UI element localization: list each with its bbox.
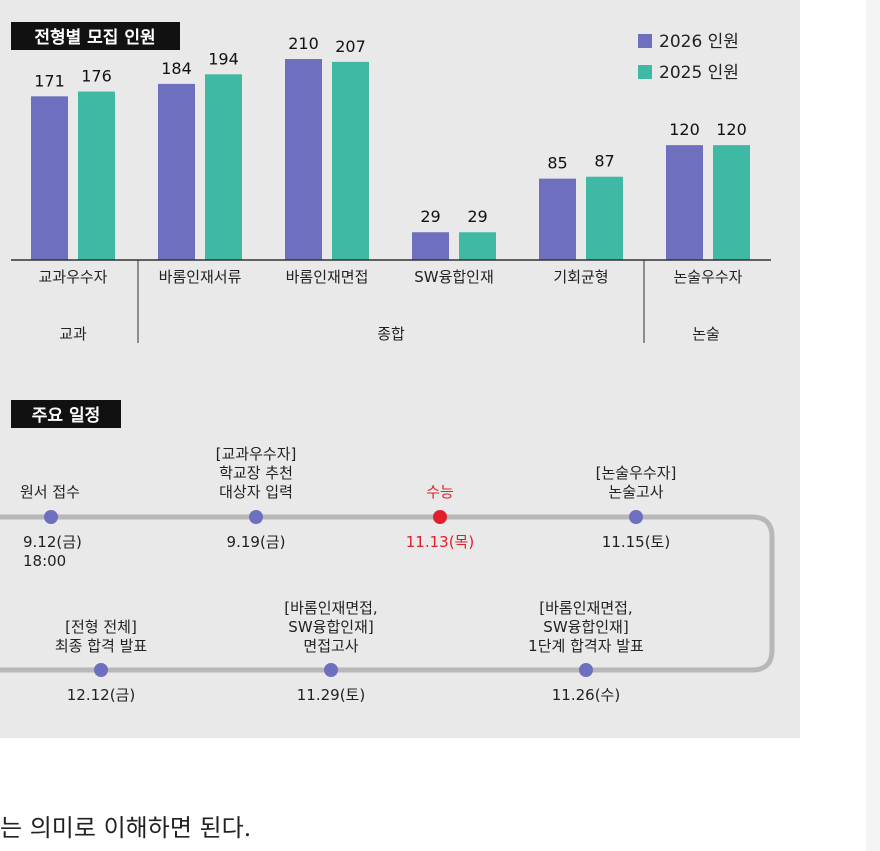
legend-label-2: 2025 인원 [659, 63, 739, 83]
timeline-track [0, 514, 775, 673]
bar-value-2-2: 194 [208, 49, 239, 68]
bar-value-3-1: 210 [288, 34, 319, 53]
legend-swatch-1 [638, 34, 652, 48]
event-date-1-1: 9.12(금) [23, 533, 82, 551]
event-label-2-2: 학교장 추천 [219, 464, 293, 482]
event-label-1-1: 원서 접수 [20, 483, 80, 501]
bar-value-5-2: 87 [594, 152, 614, 171]
bar-value-1-2: 176 [81, 67, 112, 86]
event-dot-5 [579, 663, 593, 677]
event-date-4-1: 11.15(토) [602, 533, 670, 551]
category-label-3: 바롬인재면접 [286, 268, 369, 286]
event-date-3-1: 11.13(목) [406, 533, 474, 551]
event-label-6-1: [바롬인재면접, [284, 599, 377, 617]
bar-value-6-1: 120 [669, 120, 700, 139]
bar-3-1 [285, 59, 322, 260]
article-body-text: 는 의미로 이해하면 된다. [0, 814, 252, 842]
bar-4-2 [459, 232, 496, 260]
event-label-2-3: 대상자 입력 [219, 483, 293, 501]
event-dot-6 [324, 663, 338, 677]
event-date-2-1: 9.19(금) [227, 533, 286, 551]
bar-4-1 [412, 232, 449, 260]
group-label-3: 논술 [692, 325, 720, 343]
event-label-5-3: 1단계 합격자 발표 [528, 637, 644, 655]
bar-2-2 [205, 74, 242, 260]
bar-2-1 [158, 83, 195, 260]
category-label-5: 기회균형 [553, 268, 608, 286]
category-label-6: 논술우수자 [673, 268, 742, 286]
category-label-1: 교과우수자 [38, 268, 107, 286]
event-label-4-2: 논술고사 [608, 483, 663, 501]
event-dot-2 [249, 510, 263, 524]
bar-5-1 [539, 178, 576, 260]
schedule-title: 주요 일정 [32, 406, 100, 426]
bar-6-1 [666, 145, 703, 260]
bar-6-2 [713, 145, 750, 260]
bar-1-1 [31, 96, 68, 260]
bar-value-4-2: 29 [467, 207, 487, 226]
schedule-title-box [11, 400, 121, 428]
bar-1-2 [78, 91, 115, 261]
legend-swatch-2 [638, 65, 652, 79]
event-date-1-2: 18:00 [23, 552, 66, 570]
event-date-5-1: 11.26(수) [552, 686, 620, 704]
event-label-3-1: 수능 [426, 483, 454, 501]
event-label-6-3: 면접고사 [303, 637, 358, 655]
legend-label-1: 2026 인원 [659, 32, 739, 52]
event-dot-1 [44, 510, 58, 524]
bar-value-4-1: 29 [420, 207, 440, 226]
category-label-2: 바롬인재서류 [159, 268, 242, 286]
event-date-7-1: 12.12(금) [67, 686, 135, 704]
scrollbar-track[interactable] [866, 0, 880, 851]
chart-title-box [11, 22, 180, 50]
event-dot-7 [94, 663, 108, 677]
event-label-7-2: 최종 합격 발표 [55, 637, 148, 655]
group-label-1: 교과 [59, 325, 87, 343]
bar-value-6-2: 120 [716, 120, 747, 139]
event-label-4-1: [논술우수자] [596, 464, 677, 482]
bar-3-2 [332, 61, 369, 260]
bar-value-2-1: 184 [161, 59, 192, 78]
event-label-6-2: SW융합인재] [288, 618, 373, 636]
event-dot-3 [433, 510, 447, 524]
event-label-2-1: [교과우수자] [216, 445, 297, 463]
event-label-5-1: [바롬인재면접, [539, 599, 632, 617]
infographic-panel [0, 0, 800, 738]
event-date-6-1: 11.29(토) [297, 686, 365, 704]
event-label-7-1: [전형 전체] [65, 618, 137, 636]
bar-value-1-1: 171 [34, 71, 65, 90]
event-dot-4 [629, 510, 643, 524]
event-label-5-2: SW융합인재] [543, 618, 628, 636]
bar-value-3-2: 207 [335, 37, 366, 56]
category-label-4: SW융합인재 [414, 268, 494, 286]
group-label-2: 종합 [377, 325, 405, 343]
bar-5-2 [586, 176, 623, 260]
bar-value-5-1: 85 [547, 154, 567, 173]
chart-title: 전형별 모집 인원 [34, 27, 155, 48]
